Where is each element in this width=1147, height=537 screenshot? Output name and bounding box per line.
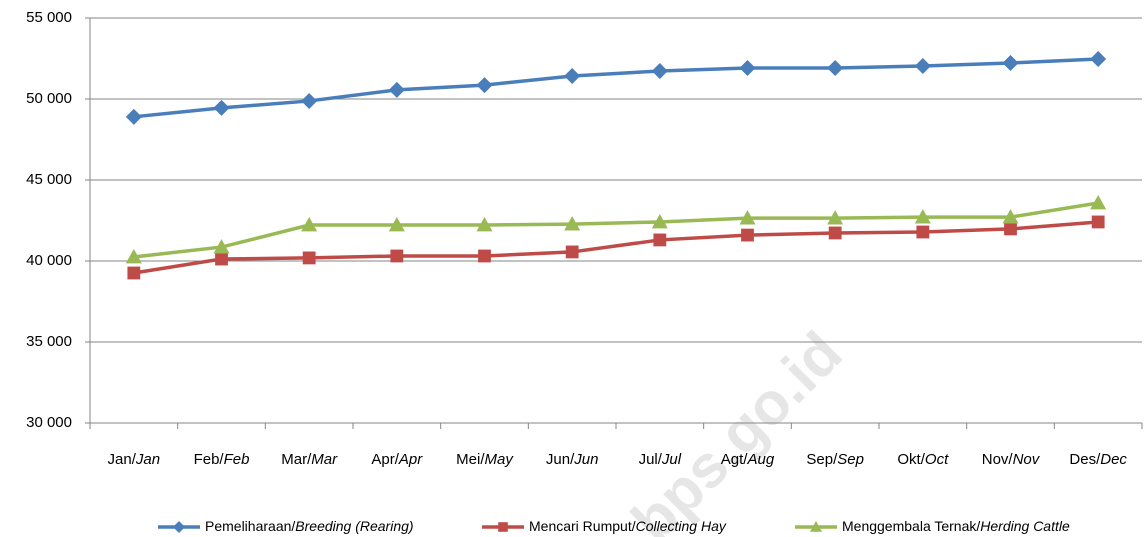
label-part: Apr/ [371,451,399,468]
legend-label: Mencari Rumput/Collecting Hay [529,518,727,534]
data-point [125,108,142,125]
label-part: Mar/ [281,451,312,468]
label-part-italic: Breeding (Rearing) [295,518,413,534]
data-point [914,209,931,224]
data-point [390,249,404,263]
label-part: Pemeliharaan/ [205,518,295,534]
data-point [828,226,842,240]
data-point [565,245,579,259]
data-point [388,81,405,98]
label-part: Menggembala Ternak/ [842,518,980,534]
legend-marker [810,521,822,532]
data-point [827,60,844,77]
watermark: bps.go.id [619,319,855,537]
y-tick-label: 40 000 [26,252,72,269]
legend-label: Pemeliharaan/Breeding (Rearing) [205,518,414,534]
data-point [651,62,668,79]
legend-marker [173,521,185,533]
x-tick-label: Jan/Jan [108,451,161,468]
label-part: Mencari Rumput/ [529,518,636,534]
label-part-italic: Jul [661,451,682,468]
y-tick-label: 30 000 [26,414,72,431]
data-point [827,210,844,225]
data-point [916,225,930,239]
data-point [739,60,756,77]
label-part: Mei/ [456,451,485,468]
label-part: Jun/ [546,451,575,468]
label-part: Jan/ [108,451,137,468]
series-line [133,201,1099,259]
label-part-italic: Herding Cattle [980,518,1070,534]
label-part: Feb/ [194,451,225,468]
x-tick-label: Mar/Mar [281,451,338,468]
data-point [651,213,668,229]
data-point [739,210,756,225]
data-point [215,252,228,266]
data-point [1091,215,1105,229]
data-point [302,251,316,265]
label-part: Des/ [1069,451,1101,468]
label-part-italic: Feb [224,451,250,468]
data-point [388,217,405,232]
data-point [1002,55,1019,72]
x-tick-label: Nov/Nov [982,451,1041,468]
label-part: Jul/ [639,451,663,468]
data-point [478,249,491,263]
data-point [476,217,493,232]
legend-marker [498,522,508,532]
x-tick-label: Des/Dec [1069,451,1127,468]
label-part-italic: Sep [837,451,864,468]
y-tick-label: 35 000 [26,333,72,350]
x-tick-label: Sep/Sep [806,451,864,468]
legend-label: Menggembala Ternak/Herding Cattle [842,518,1070,534]
series-line [133,220,1099,275]
x-tick-label: Okt/Oct [897,451,949,468]
data-point [127,266,141,280]
data-point [741,228,754,242]
data-point [301,92,318,109]
label-part-italic: May [485,451,515,468]
label-part-italic: Dec [1100,451,1127,468]
data-point [213,99,230,116]
x-tick-label: Jun/Jun [546,451,599,468]
data-point [1004,222,1017,236]
data-point [914,57,931,74]
x-tick-label: Mei/May [456,451,514,468]
label-part-italic: Mar [311,451,338,468]
label-part: Agt/ [721,451,749,468]
data-point [1090,50,1107,67]
label-part-italic: Nov [1013,451,1041,468]
x-tick-label: Agt/Aug [721,451,775,468]
x-tick-label: Jul/Jul [639,451,682,468]
data-point [564,216,581,231]
data-point [653,233,667,247]
data-point [301,217,318,232]
label-part-italic: Jun [573,451,598,468]
y-tick-label: 50 000 [26,90,72,107]
data-point [213,239,230,254]
x-tick-label: Feb/Feb [194,451,250,468]
label-part: Sep/ [806,451,838,468]
label-part: Okt/ [897,451,925,468]
data-point [125,248,142,264]
data-point [476,77,493,94]
data-point [1002,209,1019,224]
data-point [564,67,581,84]
series-line [133,57,1099,119]
label-part-italic: Oct [925,451,949,468]
label-part-italic: Jan [135,451,160,468]
label-part-italic: Collecting Hay [636,518,727,534]
y-tick-label: 45 000 [26,171,72,188]
label-part-italic: Apr [398,451,423,468]
x-tick-label: Apr/Apr [371,451,423,468]
y-tick-label: 55 000 [26,9,72,26]
data-point [1090,195,1107,210]
label-part: Nov/ [982,451,1014,468]
label-part-italic: Aug [746,451,774,468]
